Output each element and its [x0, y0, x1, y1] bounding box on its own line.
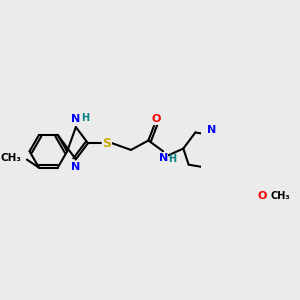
Text: N: N	[158, 153, 168, 163]
Text: CH₃: CH₃	[271, 191, 290, 201]
Text: S: S	[102, 137, 111, 150]
Text: N: N	[71, 114, 80, 124]
Text: O: O	[257, 191, 267, 201]
Text: O: O	[152, 114, 161, 124]
Text: H: H	[169, 154, 177, 164]
Text: N: N	[71, 162, 80, 172]
Text: N: N	[207, 125, 216, 135]
Text: CH₃: CH₃	[1, 153, 22, 163]
Text: H: H	[81, 113, 89, 123]
